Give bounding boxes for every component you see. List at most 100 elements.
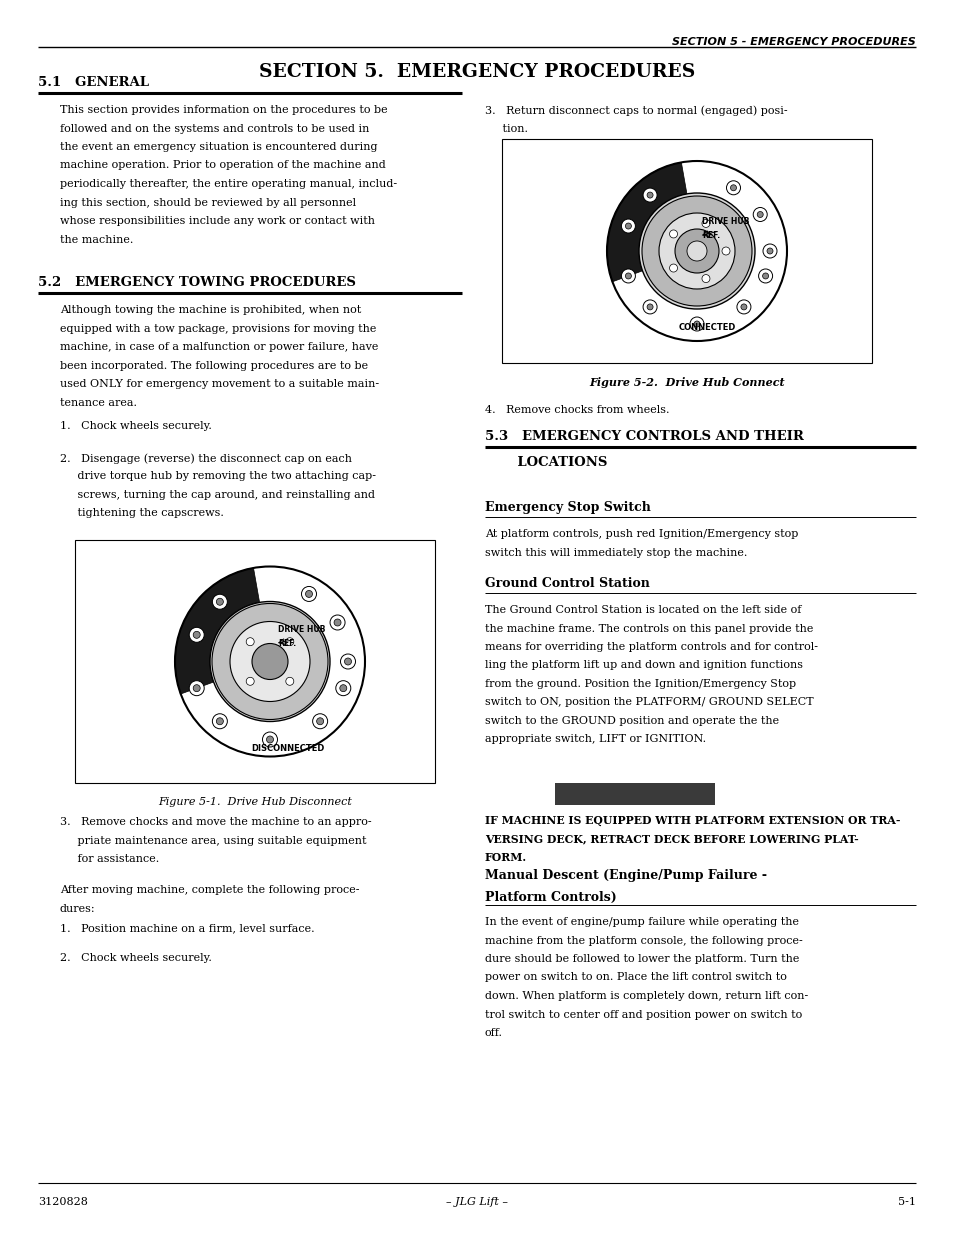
Text: DRIVE HUB: DRIVE HUB (701, 217, 749, 226)
Text: equipped with a tow package, provisions for moving the: equipped with a tow package, provisions … (60, 324, 376, 333)
Text: dures:: dures: (60, 904, 95, 914)
Text: 2.   Disengage (reverse) the disconnect cap on each: 2. Disengage (reverse) the disconnect ca… (60, 453, 352, 463)
Text: Manual Descent (Engine/Pump Failure -: Manual Descent (Engine/Pump Failure - (484, 869, 766, 882)
Circle shape (620, 269, 635, 283)
Text: Figure 5-2.  Drive Hub Connect: Figure 5-2. Drive Hub Connect (589, 377, 784, 388)
Text: ling the platform lift up and down and ignition functions: ling the platform lift up and down and i… (484, 661, 802, 671)
Text: off.: off. (484, 1028, 502, 1037)
Circle shape (334, 619, 340, 626)
Text: IF MACHINE IS EQUIPPED WITH PLATFORM EXTENSION OR TRA-: IF MACHINE IS EQUIPPED WITH PLATFORM EXT… (484, 815, 900, 826)
Text: switch to ON, position the PLATFORM/ GROUND SELECT: switch to ON, position the PLATFORM/ GRO… (484, 698, 813, 708)
Circle shape (736, 300, 750, 314)
Text: 3.   Remove chocks and move the machine to an appro-: 3. Remove chocks and move the machine to… (60, 818, 372, 827)
Circle shape (753, 207, 766, 221)
Circle shape (335, 680, 351, 695)
Circle shape (721, 247, 729, 254)
Circle shape (689, 317, 703, 331)
Text: from the ground. Position the Ignition/Emergency Stop: from the ground. Position the Ignition/E… (484, 679, 796, 689)
Text: machine, in case of a malfunction or power failure, have: machine, in case of a malfunction or pow… (60, 342, 378, 352)
Circle shape (669, 230, 677, 238)
Circle shape (659, 212, 734, 289)
Text: the machine frame. The controls on this panel provide the: the machine frame. The controls on this … (484, 624, 813, 634)
Wedge shape (174, 568, 259, 694)
Text: REF.: REF. (277, 638, 295, 647)
Circle shape (641, 196, 751, 306)
Circle shape (766, 248, 772, 254)
Circle shape (646, 193, 653, 198)
Text: power on switch to on. Place the lift control switch to: power on switch to on. Place the lift co… (484, 972, 786, 983)
Circle shape (761, 273, 768, 279)
Text: VERSING DECK, RETRACT DECK BEFORE LOWERING PLAT-: VERSING DECK, RETRACT DECK BEFORE LOWERI… (484, 834, 858, 845)
Circle shape (625, 273, 631, 279)
Circle shape (189, 680, 204, 695)
Text: trol switch to center off and position power on switch to: trol switch to center off and position p… (484, 1009, 801, 1020)
Circle shape (212, 604, 328, 720)
Text: machine from the platform console, the following proce-: machine from the platform console, the f… (484, 935, 801, 946)
Text: 5.1   GENERAL: 5.1 GENERAL (38, 77, 149, 89)
Circle shape (639, 193, 754, 309)
Circle shape (330, 615, 345, 630)
Circle shape (246, 637, 253, 646)
Text: for assistance.: for assistance. (60, 853, 159, 864)
Circle shape (646, 304, 653, 310)
Text: DRIVE HUB: DRIVE HUB (277, 625, 325, 634)
Text: DISCONNECTED: DISCONNECTED (251, 743, 324, 752)
Text: 5-1: 5-1 (897, 1197, 915, 1207)
Circle shape (642, 188, 657, 203)
Circle shape (246, 677, 253, 685)
Circle shape (758, 269, 772, 283)
Text: 1.   Chock wheels securely.: 1. Chock wheels securely. (60, 421, 212, 431)
Text: Platform Controls): Platform Controls) (484, 890, 616, 904)
Wedge shape (606, 162, 687, 282)
Circle shape (189, 627, 204, 642)
Text: 4.   Remove chocks from wheels.: 4. Remove chocks from wheels. (484, 405, 669, 415)
Text: 1.   Position machine on a firm, level surface.: 1. Position machine on a firm, level sur… (60, 923, 314, 932)
Circle shape (301, 587, 316, 601)
Text: screws, turning the cap around, and reinstalling and: screws, turning the cap around, and rein… (60, 490, 375, 500)
Circle shape (625, 224, 631, 228)
Circle shape (266, 736, 274, 743)
Text: The Ground Control Station is located on the left side of: The Ground Control Station is located on… (484, 605, 801, 615)
Circle shape (642, 300, 657, 314)
Text: priate maintenance area, using suitable equipment: priate maintenance area, using suitable … (60, 836, 366, 846)
Circle shape (213, 594, 227, 609)
Text: This section provides information on the procedures to be: This section provides information on the… (60, 105, 387, 115)
Text: used ONLY for emergency movement to a suitable main-: used ONLY for emergency movement to a su… (60, 379, 378, 389)
Text: followed and on the systems and controls to be used in: followed and on the systems and controls… (60, 124, 369, 133)
Text: 5.3   EMERGENCY CONTROLS AND THEIR: 5.3 EMERGENCY CONTROLS AND THEIR (484, 430, 803, 443)
Text: periodically thereafter, the entire operating manual, includ-: periodically thereafter, the entire oper… (60, 179, 396, 189)
Circle shape (340, 655, 355, 669)
Circle shape (620, 219, 635, 233)
Circle shape (210, 601, 330, 721)
Text: dure should be followed to lower the platform. Turn the: dure should be followed to lower the pla… (484, 953, 799, 965)
Circle shape (339, 684, 347, 692)
Circle shape (675, 228, 719, 273)
Circle shape (740, 304, 746, 310)
Text: SECTION 5 - EMERGENCY PROCEDURES: SECTION 5 - EMERGENCY PROCEDURES (672, 37, 915, 47)
Text: 3120828: 3120828 (38, 1197, 88, 1207)
Text: switch to the GROUND position and operate the the: switch to the GROUND position and operat… (484, 716, 779, 726)
Text: Although towing the machine is prohibited, when not: Although towing the machine is prohibite… (60, 305, 361, 315)
Text: tion.: tion. (484, 124, 527, 133)
Text: REF.: REF. (701, 231, 720, 240)
Text: Figure 5-1.  Drive Hub Disconnect: Figure 5-1. Drive Hub Disconnect (158, 797, 352, 806)
Circle shape (313, 714, 327, 729)
Text: down. When platform is completely down, return lift con-: down. When platform is completely down, … (484, 990, 807, 1002)
Circle shape (286, 637, 294, 646)
Text: Ground Control Station: Ground Control Station (484, 577, 649, 590)
Text: tightening the capscrews.: tightening the capscrews. (60, 509, 224, 519)
Circle shape (757, 211, 762, 217)
Circle shape (726, 180, 740, 195)
Circle shape (286, 677, 294, 685)
Text: 2.   Chock wheels securely.: 2. Chock wheels securely. (60, 953, 212, 963)
Text: whose responsibilities include any work or contact with: whose responsibilities include any work … (60, 216, 375, 226)
Text: machine operation. Prior to operation of the machine and: machine operation. Prior to operation of… (60, 161, 385, 170)
Circle shape (252, 643, 288, 679)
Text: At platform controls, push red Ignition/Emergency stop: At platform controls, push red Ignition/… (484, 529, 798, 538)
Bar (501, 140, 871, 363)
Text: – JLG Lift –: – JLG Lift – (446, 1197, 507, 1207)
Circle shape (193, 631, 200, 638)
Circle shape (216, 598, 223, 605)
Circle shape (316, 718, 323, 725)
Circle shape (344, 658, 351, 664)
